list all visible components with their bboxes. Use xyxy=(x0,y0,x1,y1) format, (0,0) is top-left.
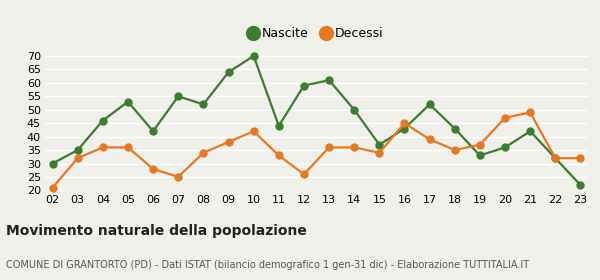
Decessi xyxy=(175,175,182,179)
Nascite xyxy=(124,100,131,103)
Line: Decessi: Decessi xyxy=(49,109,584,191)
Nascite xyxy=(250,54,257,58)
Nascite xyxy=(552,157,559,160)
Nascite xyxy=(426,103,433,106)
Decessi xyxy=(124,146,131,149)
Legend: Nascite, Decessi: Nascite, Decessi xyxy=(245,22,388,45)
Nascite xyxy=(401,127,408,130)
Decessi xyxy=(149,167,157,171)
Nascite xyxy=(376,143,383,146)
Decessi xyxy=(200,151,207,155)
Text: Movimento naturale della popolazione: Movimento naturale della popolazione xyxy=(6,224,307,238)
Decessi xyxy=(376,151,383,155)
Nascite xyxy=(175,95,182,98)
Decessi xyxy=(74,157,81,160)
Nascite xyxy=(225,71,232,74)
Decessi xyxy=(527,111,534,114)
Decessi xyxy=(275,154,283,157)
Line: Nascite: Nascite xyxy=(49,53,584,188)
Nascite xyxy=(49,162,56,165)
Decessi xyxy=(552,157,559,160)
Decessi xyxy=(325,146,332,149)
Nascite xyxy=(149,130,157,133)
Decessi xyxy=(401,122,408,125)
Decessi xyxy=(250,130,257,133)
Nascite xyxy=(527,130,534,133)
Nascite xyxy=(451,127,458,130)
Nascite xyxy=(275,124,283,128)
Decessi xyxy=(476,143,484,146)
Decessi xyxy=(301,172,308,176)
Nascite xyxy=(577,183,584,187)
Nascite xyxy=(200,103,207,106)
Nascite xyxy=(301,84,308,87)
Nascite xyxy=(350,108,358,111)
Text: COMUNE DI GRANTORTO (PD) - Dati ISTAT (bilancio demografico 1 gen-31 dic) - Elab: COMUNE DI GRANTORTO (PD) - Dati ISTAT (b… xyxy=(6,260,529,270)
Decessi xyxy=(577,157,584,160)
Decessi xyxy=(49,186,56,189)
Nascite xyxy=(74,148,81,152)
Decessi xyxy=(350,146,358,149)
Decessi xyxy=(451,148,458,152)
Decessi xyxy=(225,140,232,144)
Nascite xyxy=(476,154,484,157)
Nascite xyxy=(99,119,106,122)
Decessi xyxy=(99,146,106,149)
Decessi xyxy=(502,116,509,120)
Nascite xyxy=(502,146,509,149)
Nascite xyxy=(325,78,332,82)
Decessi xyxy=(426,138,433,141)
